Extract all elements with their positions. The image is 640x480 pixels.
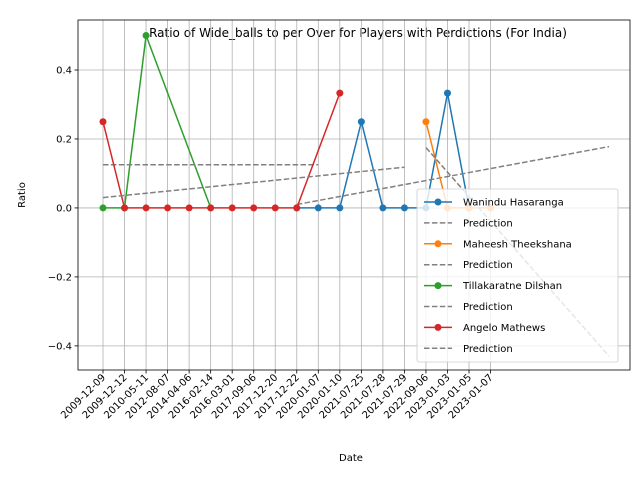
data-point <box>357 118 365 126</box>
legend-box <box>416 188 619 363</box>
series-line <box>102 92 341 209</box>
legend-marker <box>434 282 442 290</box>
legend-label: Prediction <box>463 302 513 313</box>
y-tick-label: −0.4 <box>48 341 72 352</box>
y-tick-label: −0.2 <box>48 272 72 283</box>
series-line <box>103 35 212 209</box>
legend-entry: Tillakaratne Dilshan <box>424 281 562 292</box>
legend-label: Angelo Mathews <box>463 323 545 334</box>
x-axis-ticks: 2009-12-092009-12-122010-05-112012-08-07… <box>59 370 496 421</box>
data-point <box>142 32 150 40</box>
legend-entry: Prediction <box>424 218 513 229</box>
data-point <box>228 204 236 212</box>
legend: Wanindu Hasaranga Prediction Maheesh Theek… <box>416 188 619 363</box>
legend-marker <box>434 198 442 206</box>
data-point <box>99 118 107 126</box>
legend-entry: Prediction <box>424 344 513 355</box>
data-point <box>400 204 408 212</box>
data-point <box>207 204 215 212</box>
data-point <box>314 204 322 212</box>
prediction-line <box>296 145 610 206</box>
y-tick-label: 0.2 <box>56 134 72 145</box>
legend-entry: Maheesh Theekshana <box>424 239 572 250</box>
prediction-line <box>102 166 405 199</box>
legend-entry: Prediction <box>424 260 513 271</box>
legend-entry: Angelo Mathews <box>424 323 545 334</box>
y-axis-ticks: −0.4 −0.2 0.0 0.2 0.4 <box>48 66 78 352</box>
data-point <box>121 204 129 212</box>
legend-label: Prediction <box>463 344 513 355</box>
data-point <box>379 204 387 212</box>
x-axis-title: Date <box>339 453 363 464</box>
legend-entry: Wanindu Hasaranga <box>424 198 564 209</box>
plot-frame <box>77 19 631 371</box>
legend-marker <box>434 323 442 331</box>
y-axis-title: Ratio <box>17 182 28 208</box>
legend-label: Tillakaratne Dilshan <box>462 281 562 292</box>
data-point <box>336 89 344 97</box>
data-point <box>142 204 150 212</box>
legend-label: Wanindu Hasaranga <box>463 198 564 209</box>
legend-entry: Prediction <box>424 302 513 313</box>
data-point <box>250 204 258 212</box>
legend-label: Prediction <box>463 218 513 229</box>
data-point <box>443 89 451 97</box>
data-point <box>293 204 301 212</box>
y-tick-label: 0.4 <box>56 66 72 77</box>
chart-title: Ratio of Wide_balls to per Over for Play… <box>149 26 567 40</box>
data-point <box>271 204 279 212</box>
data-point <box>422 118 430 126</box>
legend-label: Prediction <box>463 260 513 271</box>
data-point <box>99 204 107 212</box>
data-point <box>164 204 172 212</box>
data-point <box>336 204 344 212</box>
y-tick-label: 0.0 <box>56 203 72 214</box>
data-point <box>185 204 193 212</box>
legend-marker <box>434 240 442 248</box>
legend-label: Maheesh Theekshana <box>463 239 572 250</box>
